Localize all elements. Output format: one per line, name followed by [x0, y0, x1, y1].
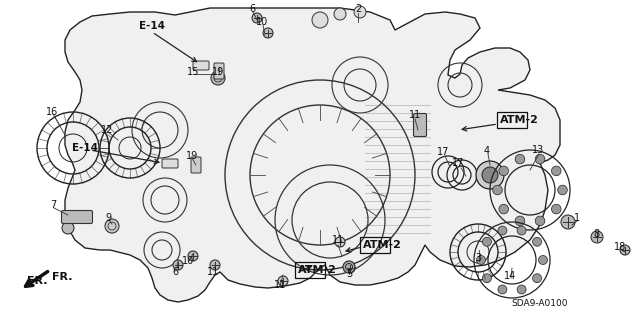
Text: ATM-2: ATM-2: [500, 115, 539, 125]
Circle shape: [354, 6, 366, 18]
FancyBboxPatch shape: [191, 157, 201, 173]
Text: 5: 5: [346, 269, 352, 279]
Text: 11: 11: [207, 267, 219, 277]
Circle shape: [334, 8, 346, 20]
Circle shape: [476, 161, 504, 189]
Text: 6: 6: [249, 4, 255, 14]
Text: FR.: FR.: [52, 272, 72, 282]
Text: 4: 4: [484, 146, 490, 156]
Circle shape: [517, 226, 526, 235]
Text: 12: 12: [101, 125, 113, 135]
Text: 14: 14: [504, 271, 516, 281]
Circle shape: [535, 216, 545, 226]
Circle shape: [552, 204, 561, 214]
Text: 6: 6: [172, 267, 178, 277]
Circle shape: [515, 216, 525, 226]
FancyBboxPatch shape: [162, 159, 178, 168]
Circle shape: [483, 274, 492, 283]
Text: 13: 13: [532, 145, 544, 155]
Circle shape: [535, 154, 545, 164]
Text: 8: 8: [593, 229, 599, 239]
Circle shape: [532, 237, 541, 246]
Text: SDA9-A0100: SDA9-A0100: [512, 300, 568, 308]
Circle shape: [252, 13, 262, 23]
Text: 19: 19: [212, 67, 224, 77]
Circle shape: [517, 285, 526, 294]
Circle shape: [312, 12, 328, 28]
Circle shape: [538, 256, 547, 264]
Circle shape: [105, 219, 119, 233]
Text: 10: 10: [182, 256, 194, 266]
Circle shape: [477, 256, 486, 264]
Text: 2: 2: [355, 4, 361, 14]
Circle shape: [498, 226, 507, 235]
Text: E-14: E-14: [72, 143, 98, 153]
Circle shape: [211, 71, 225, 85]
Circle shape: [62, 222, 74, 234]
Text: ATM-2: ATM-2: [298, 265, 337, 275]
Circle shape: [482, 167, 498, 183]
Text: 1: 1: [574, 213, 580, 223]
FancyBboxPatch shape: [193, 61, 209, 70]
Circle shape: [483, 237, 492, 246]
Circle shape: [515, 154, 525, 164]
FancyBboxPatch shape: [61, 211, 93, 224]
Text: 17: 17: [452, 158, 464, 168]
Circle shape: [278, 276, 288, 286]
Circle shape: [263, 28, 273, 38]
Text: 3: 3: [475, 253, 481, 263]
Text: 11: 11: [409, 110, 421, 120]
Text: 11: 11: [274, 280, 286, 290]
Circle shape: [591, 231, 603, 243]
FancyBboxPatch shape: [214, 63, 224, 79]
Circle shape: [335, 237, 345, 247]
Text: 11: 11: [332, 235, 344, 245]
Circle shape: [499, 204, 509, 214]
Text: E-14: E-14: [139, 21, 165, 31]
Circle shape: [552, 166, 561, 176]
Circle shape: [343, 261, 355, 273]
Circle shape: [188, 251, 198, 261]
Text: 9: 9: [105, 213, 111, 223]
Text: ATM-2: ATM-2: [363, 240, 402, 250]
Circle shape: [173, 260, 183, 270]
Circle shape: [493, 185, 502, 195]
Circle shape: [557, 185, 567, 195]
Text: 18: 18: [614, 242, 626, 252]
Circle shape: [210, 260, 220, 270]
Circle shape: [561, 215, 575, 229]
Circle shape: [498, 285, 507, 294]
FancyBboxPatch shape: [413, 114, 426, 137]
Text: 16: 16: [46, 107, 58, 117]
Circle shape: [499, 166, 509, 176]
Text: 7: 7: [50, 200, 56, 210]
Circle shape: [532, 274, 541, 283]
Text: 17: 17: [437, 147, 449, 157]
Text: 15: 15: [187, 67, 199, 77]
Circle shape: [345, 263, 355, 273]
Text: FR.: FR.: [27, 276, 47, 286]
Circle shape: [620, 245, 630, 255]
Text: 10: 10: [256, 17, 268, 27]
Text: 19: 19: [186, 151, 198, 161]
Polygon shape: [65, 8, 560, 302]
